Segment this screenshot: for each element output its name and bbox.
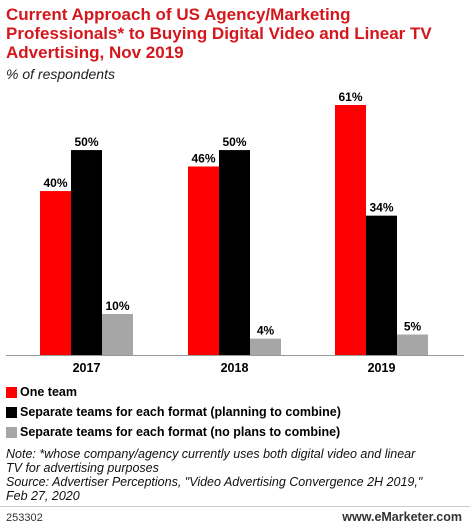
bar-2018-series-0 (188, 166, 219, 355)
data-label-2019-series-1: 34% (369, 201, 393, 215)
legend-label-one-team: One team (20, 385, 77, 399)
bar-2018-series-1 (219, 150, 250, 355)
bar-2019-series-1 (366, 215, 397, 355)
data-label-2019-series-2: 5% (404, 320, 422, 334)
data-label-2017-series-0: 40% (43, 176, 67, 190)
data-label-2018-series-2: 4% (257, 324, 275, 338)
bar-2019-series-2 (397, 334, 428, 355)
data-label-2018-series-0: 46% (191, 151, 215, 165)
x-tick-label-2017: 2017 (73, 361, 101, 375)
data-label-2017-series-2: 10% (105, 299, 129, 313)
data-label-2019-series-0: 61% (338, 90, 362, 104)
brand-logo-text: www.eMarketer.com (342, 510, 462, 524)
x-tick-label-2019: 2019 (368, 361, 396, 375)
chart-title: Current Approach of US Agency/Marketing … (6, 5, 432, 62)
legend-label-planning-to-combine: Separate teams for each format (planning… (20, 405, 341, 419)
x-tick-label-2018: 2018 (221, 361, 249, 375)
note-line: Note: *whose company/agency currently us… (6, 447, 416, 461)
bar-2019-series-0 (335, 105, 366, 355)
bar-2017-series-1 (71, 150, 102, 355)
chart-notes: Note: *whose company/agency currently us… (6, 447, 466, 503)
footer-divider (0, 506, 470, 507)
legend-swatch-planning-to-combine (6, 407, 17, 418)
data-label-2018-series-1: 50% (222, 135, 246, 149)
source-line: Source: Advertiser Perceptions, "Video A… (6, 475, 423, 489)
note-line: TV for advertising purposes (6, 461, 159, 475)
legend-swatch-no-plans-to-combine (6, 427, 17, 438)
bar-2017-series-2 (102, 314, 133, 355)
chart-id: 253302 (6, 512, 43, 524)
source-line: Feb 27, 2020 (6, 489, 80, 503)
chart-subtitle: % of respondents (6, 66, 115, 82)
data-label-2017-series-1: 50% (74, 135, 98, 149)
bar-2018-series-2 (250, 338, 281, 355)
bar-chart: 40% 50% 10% 2017 46% 50% 4% 2018 61% 34% 5% 2019 (6, 90, 464, 375)
legend-label-no-plans-to-combine: Separate teams for each format (no plans… (20, 425, 341, 439)
legend-swatch-one-team (6, 387, 17, 398)
bar-2017-series-0 (40, 191, 71, 355)
